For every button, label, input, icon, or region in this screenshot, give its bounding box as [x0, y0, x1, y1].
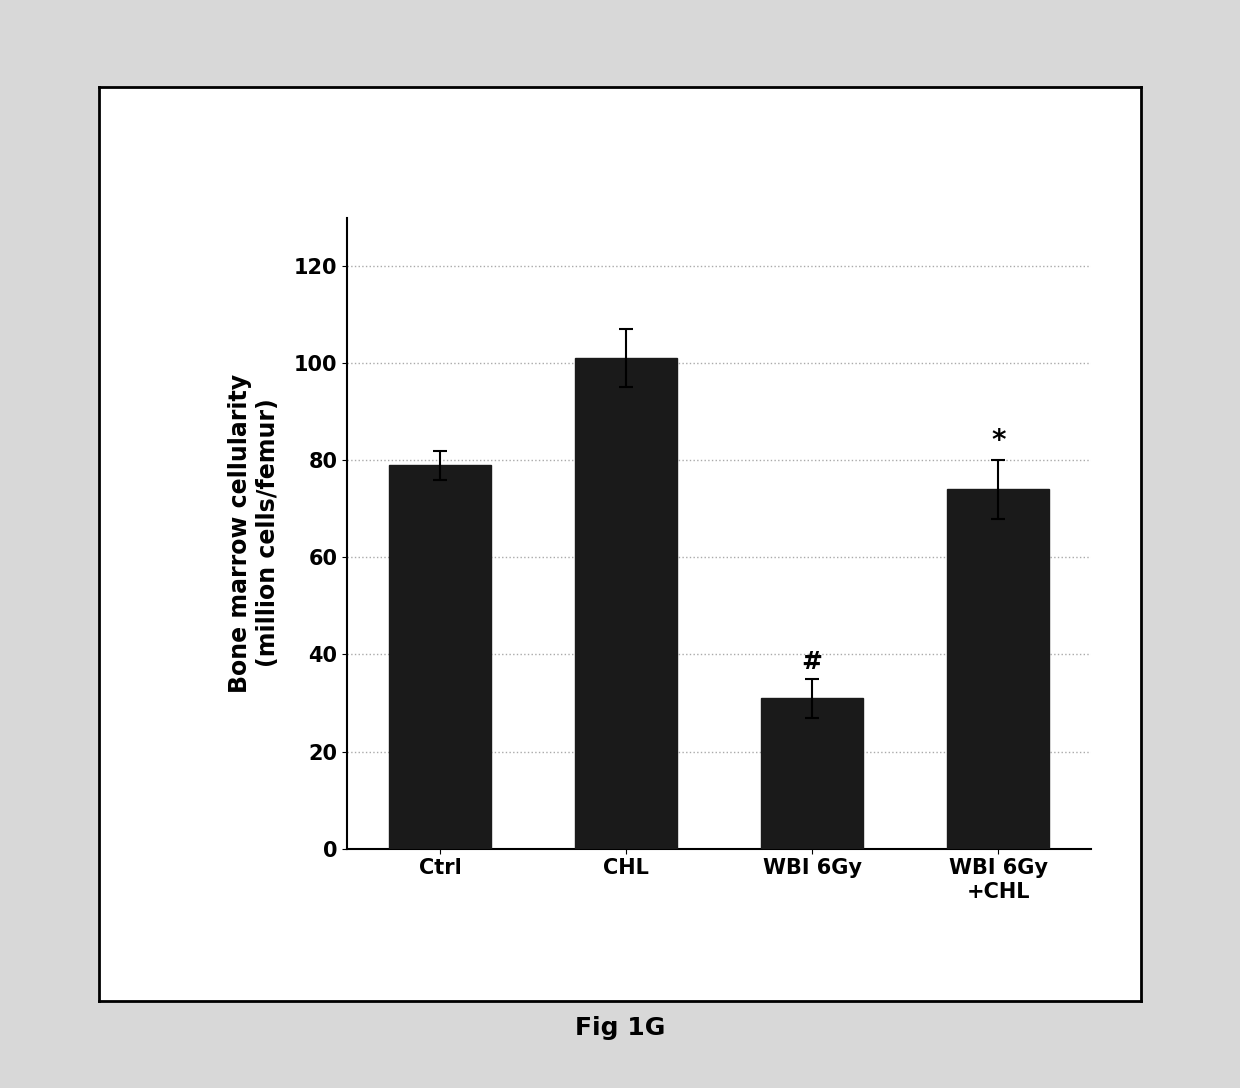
Bar	[947, 490, 1049, 849]
Bar	[761, 698, 863, 849]
Bar	[389, 466, 491, 849]
Bar	[575, 358, 677, 849]
Text: *: *	[991, 428, 1006, 456]
Text: Fig 1G: Fig 1G	[575, 1016, 665, 1040]
Text: #: #	[802, 650, 822, 673]
Y-axis label: Bone marrow cellularity
(million cells/femur): Bone marrow cellularity (million cells/f…	[228, 373, 280, 693]
